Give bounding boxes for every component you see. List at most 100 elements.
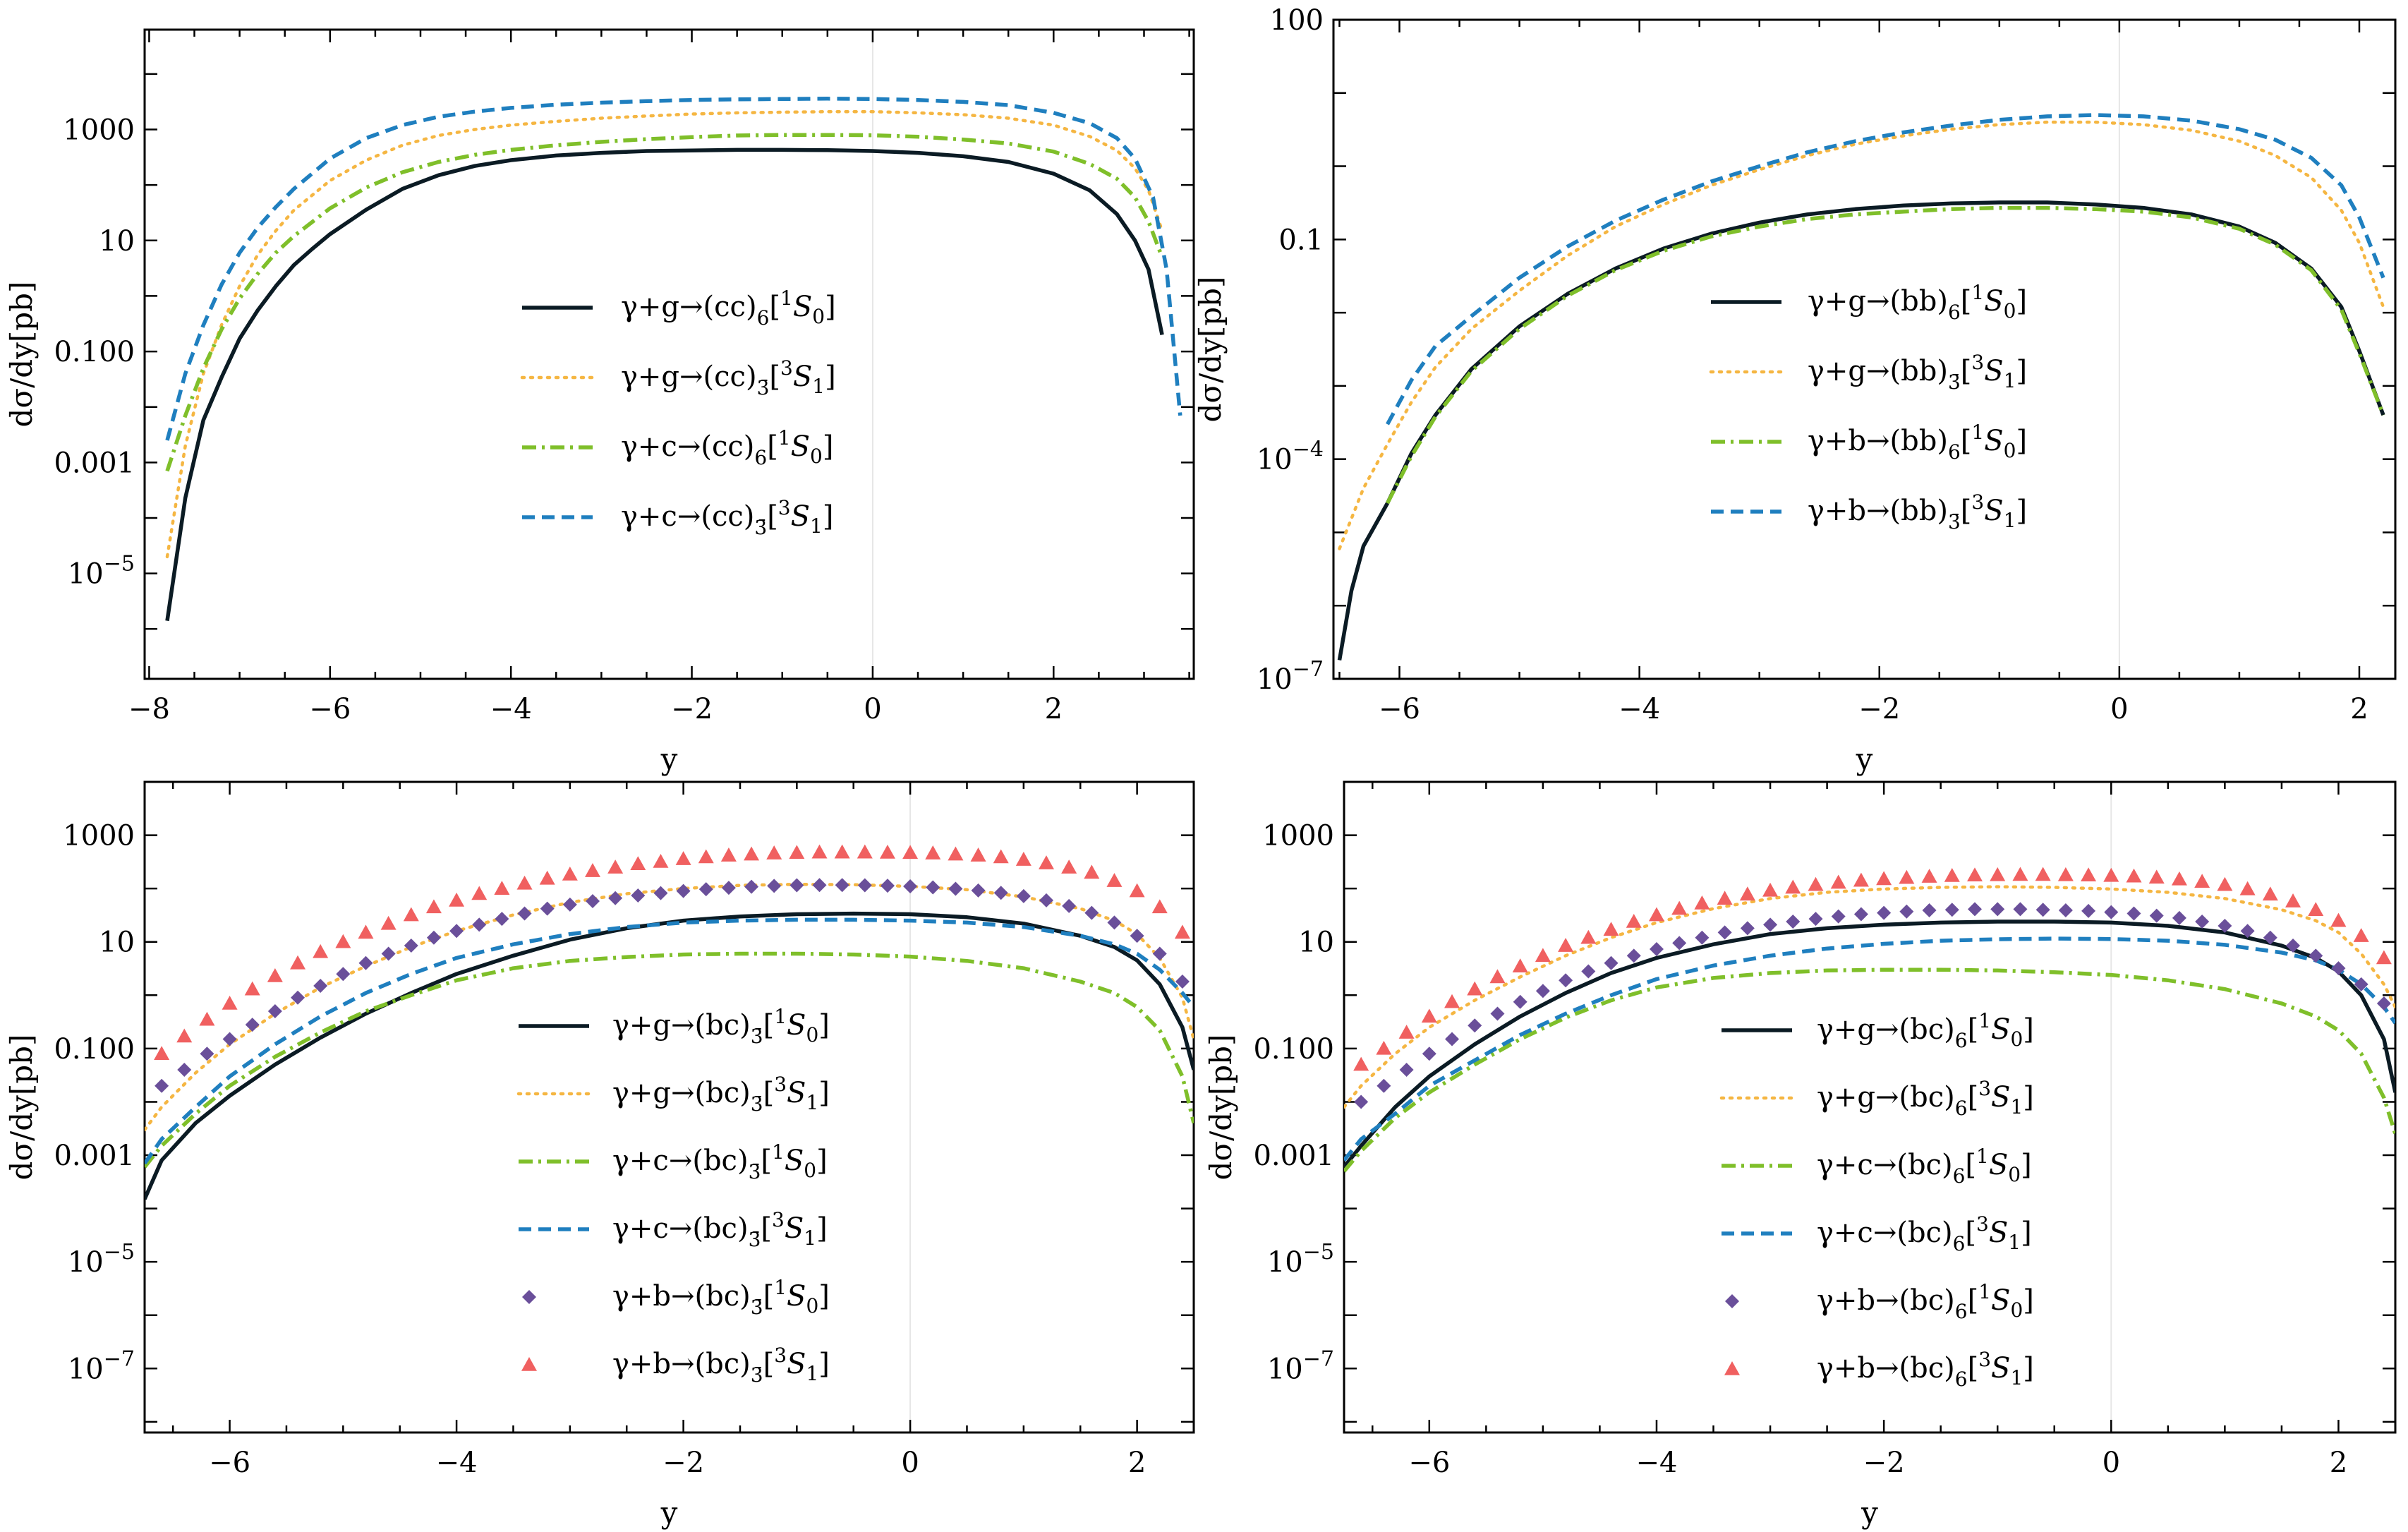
data-point (925, 845, 941, 860)
data-point (1376, 1040, 1392, 1055)
y-axis-title: dσ/dy[pb] (1193, 277, 1228, 423)
data-point (1422, 1047, 1436, 1061)
data-point (176, 1028, 193, 1043)
data-point (2057, 867, 2074, 881)
data-point (1672, 936, 1687, 951)
series-3-line (1386, 205, 2385, 505)
y-tick-label: 1000 (63, 820, 135, 852)
x-tick-label: −6 (309, 693, 351, 725)
data-point (2171, 871, 2187, 886)
x-axis-title: y (660, 1495, 678, 1530)
x-tick-label: 2 (1045, 693, 1063, 725)
data-point (948, 881, 963, 896)
data-point (540, 901, 555, 916)
series-5-markers (1354, 902, 2391, 1109)
data-point (404, 939, 418, 953)
series-6-markers (1353, 867, 2392, 1071)
x-tick-label: 2 (1128, 1447, 1146, 1479)
legend: γ+g→(bc)6[1S0] γ+g→(bc)6[3S1] γ+c→(bc)6[1S… (1719, 1009, 2034, 1391)
series-5-markers (155, 878, 1190, 1093)
data-point (744, 879, 759, 894)
data-point (1899, 904, 1914, 919)
data-point (993, 849, 1009, 864)
data-point (1490, 1006, 1505, 1021)
data-point (244, 981, 260, 996)
data-point (1808, 876, 1824, 891)
data-point (1739, 886, 1755, 901)
data-point (698, 849, 714, 864)
legend-label: γ+b→(bb)6[1S0] (1808, 421, 2027, 464)
data-point (1853, 907, 1868, 922)
data-point (1399, 1062, 1414, 1077)
series-2-line (165, 109, 1164, 559)
data-point (676, 883, 691, 898)
data-point (1467, 981, 1483, 996)
y-tick-label: 0.001 (54, 1140, 135, 1172)
data-point (1062, 898, 1077, 913)
data-point (1152, 946, 1167, 961)
plot-frame (1332, 18, 2397, 680)
plot-frame (143, 28, 1195, 680)
data-point (2240, 924, 2255, 939)
data-point (744, 846, 760, 861)
data-point (2285, 893, 2301, 907)
data-point (608, 891, 623, 905)
y-tick-label: 10−5 (68, 1240, 135, 1279)
series-group (1344, 867, 2395, 1173)
data-point (449, 892, 465, 907)
data-point (970, 848, 986, 862)
x-tick-label: −4 (1635, 1447, 1677, 1479)
data-point (2218, 918, 2232, 933)
data-point (517, 906, 532, 921)
data-point (721, 881, 736, 895)
series-group (165, 97, 1182, 622)
x-tick-label: 0 (2103, 1447, 2120, 1479)
y-tick-label: 100 (1270, 4, 1324, 37)
legend: γ+g→(cc)6[1S0] γ+g→(cc)3̄[3S1] γ+c→(cc)6[1… (520, 287, 836, 539)
data-point (1421, 1008, 1437, 1023)
data-point (1717, 891, 1733, 905)
data-point (1785, 879, 1801, 894)
legend-label: γ+g→(bb)6[1S0] (1808, 281, 2027, 324)
data-point (834, 844, 850, 859)
data-point (2330, 912, 2347, 927)
data-point (1580, 929, 1597, 944)
data-point (902, 845, 919, 860)
data-point (426, 930, 441, 945)
y-tick-label: 10−7 (1257, 657, 1324, 696)
data-point (2035, 903, 2050, 917)
legend-label: γ+b→(bc)3̄[3S1] (612, 1344, 830, 1387)
data-point (2058, 903, 2073, 918)
data-point (607, 860, 624, 874)
y-tick-label: 0.001 (54, 447, 135, 479)
data-point (1853, 872, 1869, 887)
data-point (1175, 975, 1190, 989)
data-point (630, 856, 646, 871)
legend-marker (1725, 1294, 1739, 1308)
data-point (1626, 948, 1641, 963)
data-point (1016, 888, 1031, 903)
data-point (1129, 883, 1145, 898)
legend-label: γ+c→(bc)3̄[3S1] (612, 1208, 828, 1251)
data-point (495, 912, 509, 927)
series-4-line (165, 97, 1182, 441)
data-point (2239, 881, 2256, 895)
panel-3: −6 −4 −2 0 2 1000 10 0.100 0.001 10−5 10−7 y dσ/dy[p… (4, 780, 1195, 1530)
data-point (1876, 871, 1892, 886)
legend-label: γ+b→(bc)6[1S0] (1817, 1280, 2034, 1323)
data-point (1671, 900, 1688, 915)
legend-label: γ+g→(cc)6[1S0] (621, 287, 836, 330)
data-point (1763, 917, 1778, 932)
data-point (1921, 869, 1937, 883)
data-point (1084, 864, 1100, 879)
data-point (562, 866, 578, 881)
data-point (2286, 939, 2301, 953)
data-point (1694, 895, 1710, 910)
legend-label: γ+b→(bc)3̄[1S0] (612, 1276, 830, 1319)
data-point (2126, 868, 2142, 883)
data-point (2262, 886, 2278, 901)
data-point (1944, 867, 1960, 882)
y-tick-label: 0.100 (54, 1033, 135, 1066)
series-1-line (145, 911, 1194, 1200)
